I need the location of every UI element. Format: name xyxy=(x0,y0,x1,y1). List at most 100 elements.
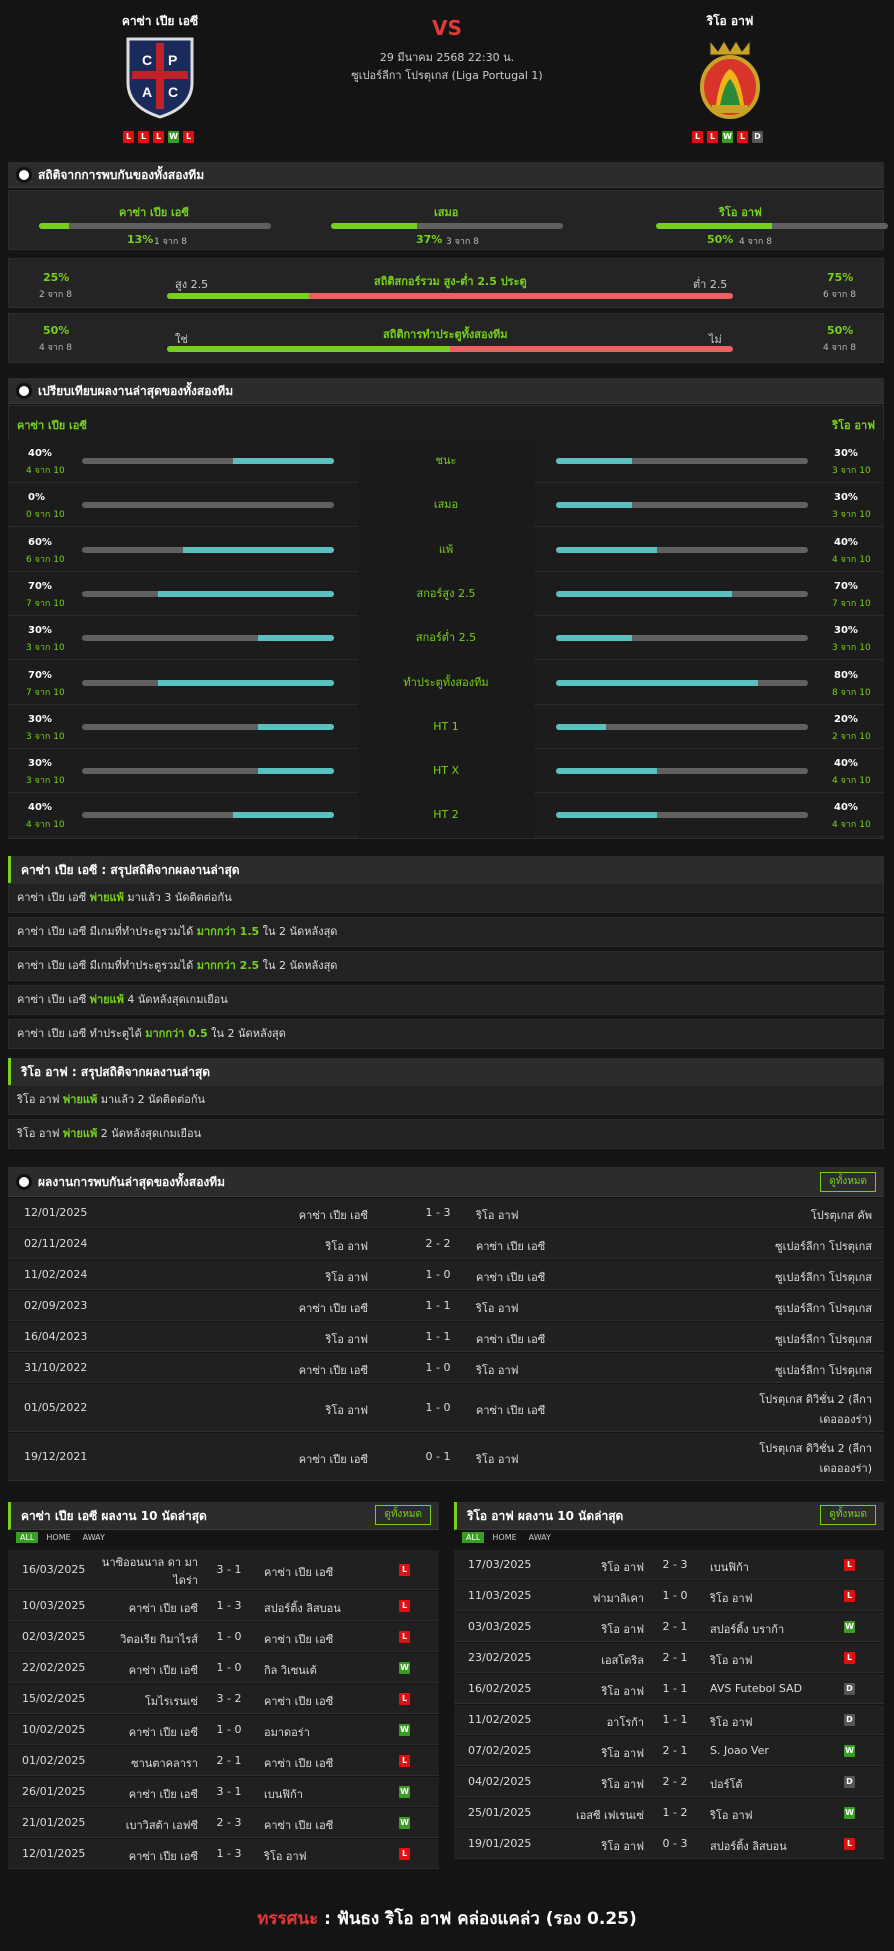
match-date: 19/01/2025 xyxy=(468,1837,532,1850)
compare-home-count: 7 จาก 10 xyxy=(26,687,65,698)
match-home-team: ริโอ อาฟ xyxy=(325,1271,369,1284)
compare-row: 40% 4 จาก 10 HT 2 40% 4 จาก 10 xyxy=(8,793,884,838)
recent-match-row[interactable]: 22/02/2025 คาซ่า เปีย เอซี 1 - 0 กิล วิเซนเ… xyxy=(8,1653,439,1683)
h2h-match-row[interactable]: 16/04/2023 ริโอ อาฟ 1 - 1 คาซ่า เปีย เอซี ซู… xyxy=(8,1322,884,1352)
filter-tab-home[interactable]: HOME xyxy=(46,1533,71,1542)
h2h-match-row[interactable]: 19/12/2021 คาซ่า เปีย เอซี 0 - 1 ริโอ อาฟ โป… xyxy=(8,1433,884,1481)
recent-match-row[interactable]: 01/02/2025 ซานตาคลารา 2 - 1 คาซ่า เปีย เอซี… xyxy=(8,1746,439,1776)
match-datetime: 29 มีนาคม 2568 22:30 น. xyxy=(379,51,515,64)
h2h-away-count: 4 จาก 8 xyxy=(739,237,772,247)
compare-row-label: แพ้ xyxy=(358,527,534,572)
compare-row: 40% 4 จาก 10 ชนะ 30% 3 จาก 10 xyxy=(8,439,884,483)
h2h-home-bar-fill xyxy=(39,223,70,229)
match-home-team: ริโอ อาฟ xyxy=(325,1404,369,1417)
btts-yes-label: ใช่ xyxy=(175,333,188,346)
h2h-match-row[interactable]: 12/01/2025 คาซ่า เปีย เอซี 1 - 3 ริโอ อาฟ โป… xyxy=(8,1198,884,1228)
compare-row: 70% 7 จาก 10 สกอร์สูง 2.5 70% 7 จาก 10 xyxy=(8,571,884,616)
compare-row: 30% 3 จาก 10 HT X 40% 4 จาก 10 xyxy=(8,749,884,794)
match-date: 16/03/2025 xyxy=(22,1563,86,1576)
recent-match-row[interactable]: 17/03/2025 ริโอ อาฟ 2 - 3 เบนฟิก้า L xyxy=(454,1550,884,1580)
summary-text: คาซ่า เปีย เอซี xyxy=(17,993,90,1006)
recent-match-row[interactable]: 10/03/2025 คาซ่า เปีย เอซี 1 - 3 สปอร์ติ้ง … xyxy=(8,1591,439,1621)
result-badge: D xyxy=(844,1683,855,1695)
compare-away-pct: 40% xyxy=(834,802,858,814)
filter-tab-home[interactable]: HOME xyxy=(492,1533,517,1542)
match-competition: ซูเปอร์ลีกา โปรตุเกส xyxy=(775,1271,872,1284)
filter-tab-away[interactable]: AWAY xyxy=(528,1533,551,1542)
recent-match-row[interactable]: 02/03/2025 วิตอเรีย กิมาไรส์ 1 - 0 คาซ่า เป… xyxy=(8,1622,439,1652)
recent-match-row[interactable]: 26/01/2025 คาซ่า เปีย เอซี 3 - 1 เบนฟิก้า W xyxy=(8,1777,439,1807)
h2h-match-row[interactable]: 02/11/2024 ริโอ อาฟ 2 - 2 คาซ่า เปีย เอซี ซู… xyxy=(8,1229,884,1259)
match-score: 0 - 1 xyxy=(425,1450,451,1463)
h2h-see-all-button[interactable]: ดูทั้งหมด xyxy=(820,1172,876,1192)
home-last10-see-all-button[interactable]: ดูทั้งหมด xyxy=(375,1505,431,1525)
recent-match-row[interactable]: 16/02/2025 ริโอ อาฟ 1 - 1 AVS Futebol SAD D xyxy=(454,1674,884,1704)
compare-home-count: 3 จาก 10 xyxy=(26,731,65,742)
compare-row: 60% 6 จาก 10 แพ้ 40% 4 จาก 10 xyxy=(8,527,884,572)
match-away-team: S. Joao Ver xyxy=(710,1744,769,1757)
match-home-team: คาซ่า เปีย เอซี xyxy=(128,1850,198,1863)
compare-away-bar xyxy=(556,635,808,642)
btts-title: สถิติการทำประตูทั้งสองทีม xyxy=(383,328,508,341)
away-last10-see-all-button[interactable]: ดูทั้งหมด xyxy=(820,1505,876,1525)
match-date: 31/10/2022 xyxy=(24,1361,88,1374)
compare-away-bar-fill xyxy=(556,723,607,730)
summary-text: คาซ่า เปีย เอซี xyxy=(17,891,90,904)
svg-text:C: C xyxy=(168,84,178,100)
recent-match-row[interactable]: 11/03/2025 ฟามาลิเคา 1 - 0 ริโอ อาฟ L xyxy=(454,1581,884,1611)
away-team-name[interactable]: ริโอ อาฟ xyxy=(706,14,754,28)
compare-home-bar xyxy=(82,458,334,464)
recent-match-row[interactable]: 15/02/2025 โมไรเรนเซ่ 3 - 2 คาซ่า เปีย เอซี… xyxy=(8,1684,439,1714)
summary-highlight: พ่ายแพ้ xyxy=(63,1127,98,1140)
match-home-team: คาซ่า เปีย เอซี xyxy=(298,1302,368,1315)
h2h-match-row[interactable]: 11/02/2024 ริโอ อาฟ 1 - 0 คาซ่า เปีย เอซี ซู… xyxy=(8,1260,884,1290)
compare-away-name: ริโอ อาฟ xyxy=(832,419,875,432)
summary-highlight: มากกว่า 2.5 xyxy=(196,959,260,972)
recent-match-row[interactable]: 12/01/2025 คาซ่า เปีย เอซี 1 - 3 ริโอ อาฟ L xyxy=(8,1839,439,1869)
filter-tab-all[interactable]: ALL xyxy=(462,1532,485,1543)
summary-text: 2 นัดหลังสุดเกมเยือน xyxy=(97,1127,202,1140)
svg-text:C: C xyxy=(142,52,152,68)
compare-home-bar-fill xyxy=(258,635,334,642)
recent-match-row[interactable]: 10/02/2025 คาซ่า เปีย เอซี 1 - 0 อมาดอร่า W xyxy=(8,1715,439,1745)
match-date: 15/02/2025 xyxy=(22,1692,86,1705)
svg-text:A: A xyxy=(142,84,152,100)
recent-match-row[interactable]: 11/02/2025 อาโรก้า 1 - 1 ริโอ อาฟ D xyxy=(454,1705,884,1735)
compare-row-label: เสมอ xyxy=(358,483,534,528)
ou-bar xyxy=(167,293,733,299)
filter-tab-all[interactable]: ALL xyxy=(16,1532,39,1543)
match-away-team: AVS Futebol SAD xyxy=(710,1682,803,1695)
soccer-ball-icon xyxy=(16,167,32,183)
h2h-match-row[interactable]: 01/05/2022 ริโอ อาฟ 1 - 0 คาซ่า เปีย เอซี โป… xyxy=(8,1384,884,1432)
compare-away-pct: 80% xyxy=(834,669,858,681)
result-badge: L xyxy=(399,1755,410,1767)
recent-match-row[interactable]: 25/01/2025 เอสซี เฟเรนเซ่ 1 - 2 ริโอ อาฟ W xyxy=(454,1798,884,1828)
result-badge: W xyxy=(399,1817,410,1829)
h2h-match-row[interactable]: 02/09/2023 คาซ่า เปีย เอซี 1 - 1 ริโอ อาฟ ซู… xyxy=(8,1291,884,1321)
summary-text: ใน 2 นัดหลังสุด xyxy=(207,1027,286,1040)
result-badge: L xyxy=(399,1631,410,1643)
recent-match-row[interactable]: 03/03/2025 ริโอ อาฟ 2 - 1 สปอร์ติ้ง บราก้า W xyxy=(454,1612,884,1642)
match-home-team: ริโอ อาฟ xyxy=(601,1778,645,1791)
match-score: 2 - 1 xyxy=(662,1744,688,1757)
h2h-match-row[interactable]: 31/10/2022 คาซ่า เปีย เอซี 1 - 0 ริโอ อาฟ ซู… xyxy=(8,1353,884,1383)
match-away-team: คาซ่า เปีย เอซี xyxy=(264,1566,334,1579)
result-badge: L xyxy=(844,1559,855,1571)
recent-match-row[interactable]: 04/02/2025 ริโอ อาฟ 2 - 2 ปอร์โต้ D xyxy=(454,1767,884,1797)
recent-match-row[interactable]: 23/02/2025 เอสโตริล 2 - 1 ริโอ อาฟ L xyxy=(454,1643,884,1673)
filter-tab-away[interactable]: AWAY xyxy=(82,1533,105,1542)
match-home-team: คาซ่า เปีย เอซี xyxy=(128,1726,198,1739)
recent-match-row[interactable]: 19/01/2025 ริโอ อาฟ 0 - 3 สปอร์ติ้ง ลิสบอน L xyxy=(454,1829,884,1859)
away-last10-tabs: ALL HOME AWAY xyxy=(462,1532,555,1543)
match-score: 1 - 0 xyxy=(216,1630,242,1643)
recent-match-row[interactable]: 16/03/2025 นาซิออนนาล ดา มา ไดร่า 3 - 1 คาซ่… xyxy=(8,1550,439,1590)
recent-match-row[interactable]: 21/01/2025 เบาวิสต้า เอฟซี 2 - 3 คาซ่า เปีย… xyxy=(8,1808,439,1838)
recent-match-row[interactable]: 07/02/2025 ริโอ อาฟ 2 - 1 S. Joao Ver W xyxy=(454,1736,884,1766)
home-team-name[interactable]: คาซ่า เปีย เอซี xyxy=(121,14,199,28)
compare-away-bar-fill xyxy=(556,635,632,642)
h2h-away-bar-fill xyxy=(656,223,772,229)
compare-away-bar xyxy=(556,768,808,775)
match-home-team: เบาวิสต้า เอฟซี xyxy=(125,1819,198,1832)
match-away-team: ริโอ อาฟ xyxy=(710,1654,753,1667)
